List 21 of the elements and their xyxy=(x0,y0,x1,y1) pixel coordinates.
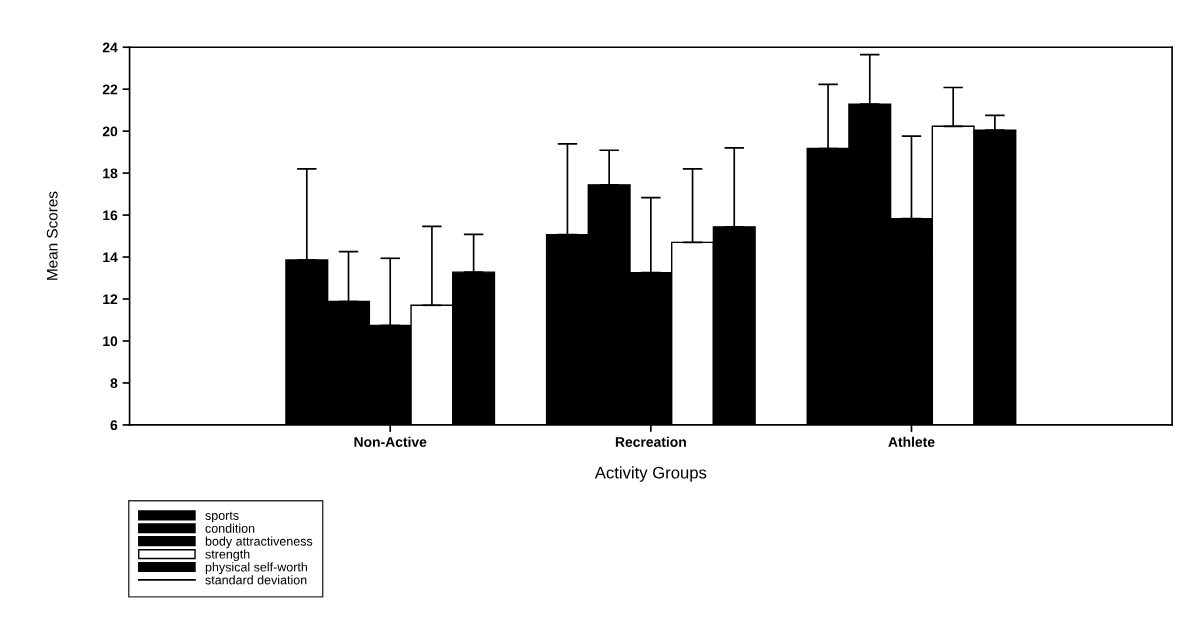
y-tick-label: 12 xyxy=(103,294,118,305)
legend-label: physical self-worth xyxy=(205,562,308,574)
y-tick-label: 14 xyxy=(103,252,118,263)
legend-label: condition xyxy=(205,523,255,533)
legend-label: standard deviation xyxy=(205,575,307,585)
x-tick-label: Recreation xyxy=(615,436,686,447)
x-axis-title: Activity Groups xyxy=(594,466,707,482)
y-tick-label: 18 xyxy=(103,168,118,179)
legend-label: sports xyxy=(205,511,239,523)
y-tick-label: 10 xyxy=(103,336,118,347)
legend-label: body attractiveness xyxy=(205,536,313,549)
y-tick-label: 22 xyxy=(102,84,118,95)
x-tick-label: Athlete xyxy=(888,436,935,447)
y-tick-label: 24 xyxy=(102,42,118,53)
y-axis-title: Mean Scores xyxy=(46,191,58,280)
y-tick-label: 16 xyxy=(103,210,118,221)
legend-label: strength xyxy=(205,549,250,562)
y-tick-label: 6 xyxy=(110,420,118,431)
x-tick-label: Non-Active xyxy=(354,436,427,447)
y-tick-label: 20 xyxy=(102,126,118,137)
y-tick-label: 8 xyxy=(110,378,118,389)
